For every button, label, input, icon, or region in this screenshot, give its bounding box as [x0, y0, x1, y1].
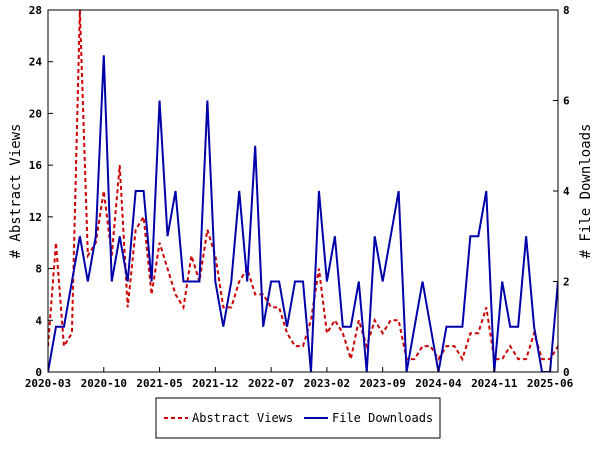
- y2-tick-label: 6: [563, 95, 570, 108]
- x-tick-label: 2023-09: [360, 377, 406, 390]
- x-tick-label: 2022-07: [248, 377, 294, 390]
- series-line-file-downloads: [48, 55, 558, 372]
- x-tick-label: 2024-11: [471, 377, 518, 390]
- y-tick-label: 24: [29, 56, 43, 69]
- y-tick-label: 20: [29, 107, 42, 120]
- series-layer: [48, 10, 558, 372]
- right-axis-ticks: 0 2 4 6 8: [553, 4, 570, 379]
- legend-label-file-downloads: File Downloads: [332, 411, 433, 425]
- series-line-abstract-views: [48, 10, 558, 362]
- y2-tick-label: 2: [563, 276, 570, 289]
- y2-tick-label: 8: [563, 4, 570, 17]
- x-tick-label: 2021-05: [136, 377, 182, 390]
- y-tick-label: 12: [29, 211, 42, 224]
- x-tick-label: 2023-02: [304, 377, 350, 390]
- x-tick-label: 2024-04: [415, 377, 462, 390]
- legend: Abstract Views File Downloads: [155, 397, 441, 439]
- y-tick-label: 28: [29, 4, 42, 17]
- x-axis-ticks: 2020-03 2020-10 2021-05 2021-12 2022-07 2023-…: [25, 367, 574, 390]
- y-tick-label: 4: [35, 314, 42, 327]
- y-tick-label: 8: [35, 263, 42, 276]
- y2-tick-label: 0: [563, 366, 570, 379]
- y-axis-title: # Abstract Views: [8, 124, 24, 259]
- y-tick-label: 16: [29, 159, 43, 172]
- x-tick-label: 2025-06: [527, 377, 574, 390]
- y-tick-label: 0: [35, 366, 42, 379]
- x-tick-label: 2020-03: [25, 377, 71, 390]
- x-tick-label: 2021-12: [192, 377, 238, 390]
- y2-tick-label: 4: [563, 185, 570, 198]
- y2-axis-title: # File Downloads: [578, 124, 594, 259]
- left-axis-ticks: 0 4 8 12 16 20 24 28: [29, 4, 53, 379]
- legend-box: [155, 397, 441, 439]
- x-tick-label: 2020-10: [81, 377, 127, 390]
- legend-label-abstract-views: Abstract Views: [192, 411, 293, 425]
